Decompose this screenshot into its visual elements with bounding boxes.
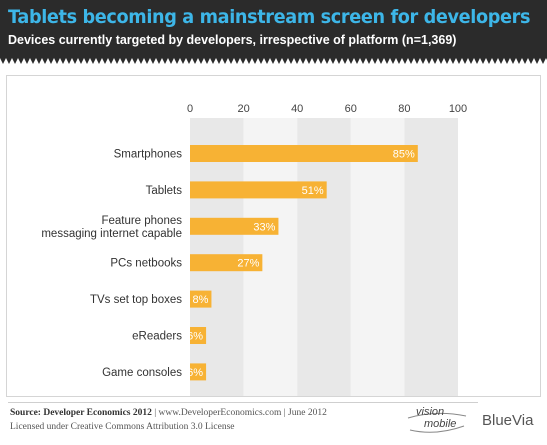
data-label: 27% — [237, 258, 259, 270]
category-label-line: Smartphones — [114, 149, 183, 161]
data-label: 6% — [187, 367, 203, 379]
visionmobile-logo-mobile: mobile — [424, 418, 457, 430]
grid-band — [297, 118, 351, 396]
category-label-line: Feature phones — [101, 215, 182, 227]
data-label: 6% — [187, 331, 203, 343]
bar — [190, 217, 279, 235]
category-label-line: messaging internet capable — [41, 228, 182, 240]
data-label: 85% — [393, 149, 415, 161]
category-label: Tablets — [146, 185, 183, 197]
source-credit-bold: Source: Developer Economics 2012 — [10, 408, 152, 418]
footer-divider — [8, 402, 478, 403]
bar — [190, 254, 263, 272]
category-label-line: eReaders — [132, 331, 182, 343]
category-label: Smartphones — [114, 149, 183, 161]
x-tick-label: 40 — [291, 103, 303, 115]
bar-chart: 0 20 40 60 80 100 85% Smartphones 51% Tablets 33% F… — [41, 103, 467, 396]
category-label: Feature phones messaging internet capable — [41, 215, 182, 240]
license-text: Licensed under Creative Commons Attribut… — [10, 422, 235, 432]
bar — [190, 290, 212, 308]
header-zigzag-edge — [0, 58, 547, 64]
source-credit: Source: Developer Economics 2012 | www.D… — [10, 408, 327, 418]
chart-frame: 0 20 40 60 80 100 85% Smartphones 51% Tablets 33% F… — [6, 75, 541, 397]
visionmobile-logo: vision mobile — [406, 406, 468, 436]
chart-title: Tablets becoming a mainstream screen for… — [8, 6, 531, 28]
bar — [190, 145, 418, 162]
data-label: 33% — [253, 221, 275, 233]
grid-band — [404, 118, 458, 396]
chart-subtitle: Devices currently targeted by developers… — [8, 33, 457, 47]
data-label: 8% — [193, 294, 209, 306]
category-label: PCs netbooks — [110, 258, 182, 270]
grid-band — [350, 118, 405, 396]
source-credit-rest: | www.DeveloperEconomics.com | June 2012 — [151, 408, 327, 418]
x-tick-label: 80 — [398, 103, 410, 115]
bluevia-logo: BlueVia — [482, 412, 534, 429]
bar — [190, 327, 207, 344]
bar — [190, 363, 207, 381]
header-banner: Tablets becoming a mainstream screen for… — [0, 0, 547, 58]
category-label-line: TVs set top boxes — [90, 294, 182, 306]
bar — [190, 181, 327, 199]
category-label-line: Tablets — [146, 185, 183, 197]
category-label: Game consoles — [102, 367, 182, 379]
category-label: TVs set top boxes — [90, 294, 182, 306]
category-label-line: PCs netbooks — [110, 258, 182, 270]
visionmobile-swoosh-icon — [407, 412, 467, 433]
data-label: 51% — [302, 185, 324, 197]
category-label: eReaders — [132, 331, 182, 343]
x-tick-label: 0 — [187, 103, 193, 115]
x-tick-label: 60 — [345, 103, 357, 115]
x-tick-label: 100 — [449, 103, 467, 115]
category-label-line: Game consoles — [102, 367, 182, 379]
visionmobile-logo-vision: vision — [416, 406, 445, 418]
x-tick-label: 20 — [237, 103, 249, 115]
